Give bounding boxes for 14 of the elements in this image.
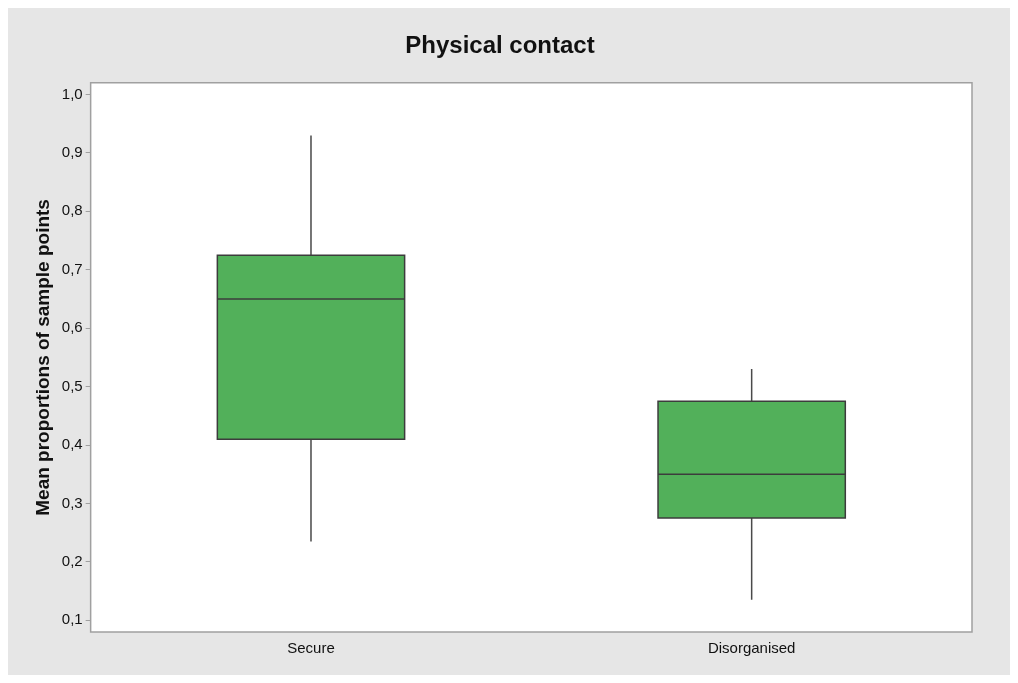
y-tick-label: 0,4 <box>61 435 83 453</box>
y-tick-label: 0,6 <box>61 318 83 336</box>
y-tick-label: 0,3 <box>61 493 83 511</box>
chart-title: Physical contact <box>405 31 595 59</box>
x-tick-label: Disorganised <box>707 639 796 657</box>
y-axis-title: Mean proportions of sample points <box>31 199 53 516</box>
y-tick-label: 0,8 <box>61 201 83 219</box>
y-tick-label: 0,5 <box>61 376 83 394</box>
y-tick-label: 1,0 <box>61 84 83 102</box>
y-tick-label: 0,1 <box>61 610 83 628</box>
y-tick-label: 0,2 <box>61 552 83 570</box>
x-tick-label: Secure <box>287 639 335 657</box>
y-tick-label: 0,7 <box>61 259 83 277</box>
y-tick-label: 0,9 <box>61 143 83 161</box>
